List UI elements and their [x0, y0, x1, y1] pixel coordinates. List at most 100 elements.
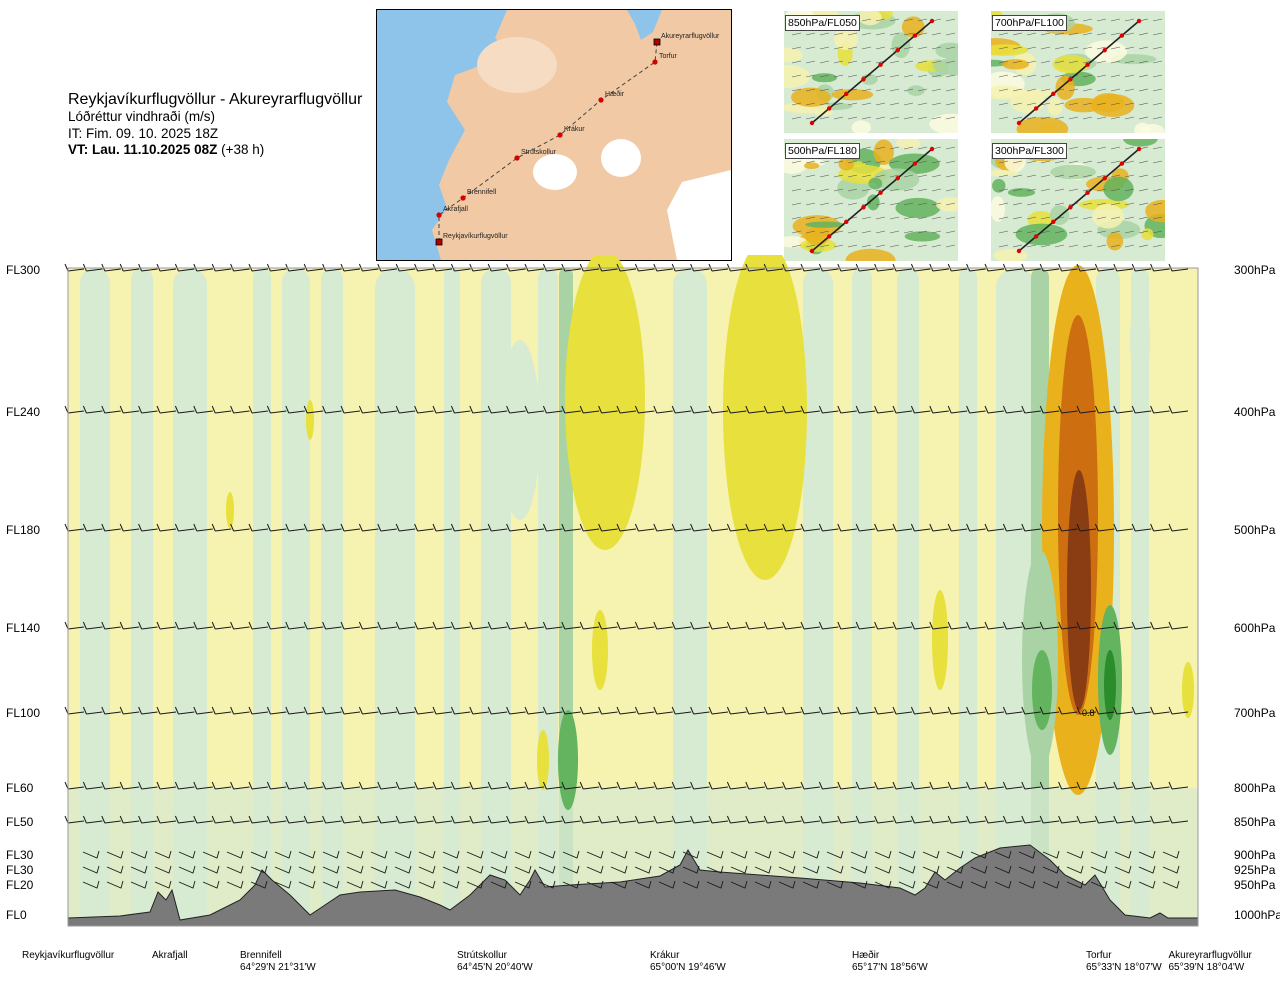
mini-map-wind-barb [1096, 230, 1107, 234]
mini-map-route-point [1102, 47, 1107, 53]
waypoint-coordinates: 65°00'N 19°46'W [650, 962, 726, 973]
wind-barb [1168, 815, 1189, 824]
mini-map-wind-barb [819, 188, 830, 192]
mini-map-wind-barb [903, 32, 914, 36]
wind-barb [1002, 621, 1023, 630]
wind-barb [586, 850, 604, 859]
mini-map-wind-barb [1068, 160, 1079, 164]
mini-map-wind-barb [945, 88, 956, 92]
mini-map-route-point [895, 47, 900, 53]
map-glacier-2 [601, 139, 641, 177]
mini-map-wind-barb [931, 74, 942, 78]
wind-barb [730, 865, 748, 874]
wind-barb [561, 523, 581, 532]
wind-barb [598, 523, 618, 532]
wind-barb [1076, 523, 1097, 532]
mini-map-wind-barb [791, 32, 802, 36]
wind-barb [469, 706, 489, 715]
wind-barb [1090, 880, 1108, 889]
wind-barb [101, 523, 121, 532]
mini-map-wind-barb [1152, 60, 1163, 64]
mini-map-wind-barb [819, 60, 830, 64]
wind-barb [634, 621, 655, 630]
wind-barb [358, 621, 379, 630]
wind-barb [818, 405, 839, 414]
mini-map-wind-barb [917, 102, 928, 106]
wind-barb [598, 405, 618, 414]
mini-map-route-point [1068, 77, 1073, 82]
wind-barb [818, 523, 839, 532]
mini-map-wind-barb [889, 46, 900, 50]
mini-map-wind-barb [1138, 74, 1149, 78]
wind-barb [1076, 405, 1097, 414]
mini-map-wind-barb [998, 116, 1009, 120]
wind-barb [538, 850, 556, 859]
waypoint-name: Akureyrarflugvöllur [1168, 950, 1252, 961]
wind-barb [922, 880, 940, 889]
mini-map-wind-barb [931, 32, 942, 36]
mini-map-wind-barb [819, 244, 830, 248]
mini-map-wind-barb [931, 102, 942, 106]
wind-barb [947, 815, 968, 824]
mini-map-wind-barb [1026, 60, 1037, 64]
mini-map-wind-barb [1082, 174, 1093, 178]
wind-barb [1162, 850, 1180, 859]
mini-map-wind-barb [1054, 32, 1065, 36]
mini-map-wind-barb [833, 230, 844, 234]
pressure-level-label: 1000hPa [1234, 908, 1280, 922]
mini-map-wind-barb [917, 216, 928, 220]
mini-map-wind-barb [903, 244, 914, 248]
wind-barb [826, 865, 844, 874]
mini-map-route-line [811, 148, 933, 252]
mini-map-route-point [826, 106, 832, 111]
wind-barb [634, 523, 655, 532]
wind-barb [922, 865, 940, 874]
mini-map-wind-barb [1152, 202, 1163, 206]
mini-map-wind-barb [903, 202, 914, 206]
wind-barb [837, 781, 857, 790]
mini-map-wind-barb [889, 102, 900, 106]
wind-barb [156, 405, 177, 414]
wind-barb [1002, 815, 1023, 824]
wind-barb [561, 706, 581, 715]
mini-map-field-patch [1123, 139, 1158, 147]
wind-barb [778, 865, 796, 874]
mini-map-wind-barb [903, 230, 914, 234]
wind-barb [708, 706, 729, 715]
mini-map-wind-barb [889, 18, 900, 22]
wind-barb [250, 880, 268, 889]
mini-map-wind-barb [1068, 116, 1079, 120]
wind-barb [653, 621, 673, 630]
wind-barb [106, 880, 124, 889]
mini-map-field-patch [907, 85, 925, 96]
wind-barb [984, 621, 1005, 630]
mini-map-route-point [1085, 190, 1090, 195]
mini-map-wind-barb [931, 230, 942, 234]
waypoint-label: Akureyrarflugvöllur 65°39'N 18°04'W [1169, 950, 1252, 974]
mini-map-wind-barb [805, 160, 816, 164]
wind-barb [800, 621, 821, 630]
mini-map-wind-barb [1082, 88, 1093, 92]
wind-barb [726, 405, 747, 414]
mini-map-field-patch [784, 47, 803, 63]
mini-map-wind-barb [1110, 188, 1121, 192]
mini-map-wind-barb [1054, 174, 1065, 178]
mini-map-wind-barb [819, 216, 830, 220]
mini-map-wind-barb [917, 46, 928, 50]
wind-barb [82, 405, 103, 414]
wind-barb [193, 523, 213, 532]
mini-map-field-patch [992, 178, 1006, 193]
mini-map-wind-barb [1082, 230, 1093, 234]
mini-map-wind-barb [1082, 216, 1093, 220]
wind-barb [346, 880, 364, 889]
mini-map-wind-barb [1068, 174, 1079, 178]
mini-map-wind-barb [1110, 74, 1121, 78]
wind-barb [82, 706, 103, 715]
wind-barb [230, 706, 250, 715]
mini-map-wind-barb [791, 202, 802, 206]
mini-map-wind-barb [1096, 244, 1107, 248]
wind-barb [1168, 523, 1189, 532]
wind-barb [1150, 781, 1170, 790]
mini-map-wind-barb [1054, 60, 1065, 64]
wind-barb [690, 706, 710, 715]
